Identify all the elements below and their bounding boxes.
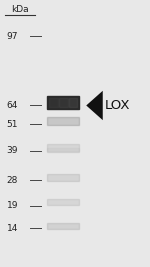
Bar bbox=[59, 98, 68, 108]
Text: LOX: LOX bbox=[105, 99, 130, 112]
Text: 97: 97 bbox=[6, 32, 18, 41]
Text: 39: 39 bbox=[6, 146, 18, 155]
Bar bbox=[47, 174, 79, 181]
Text: 19: 19 bbox=[6, 201, 18, 210]
Bar bbox=[47, 96, 79, 109]
Bar bbox=[47, 148, 79, 151]
Bar bbox=[47, 117, 79, 125]
Text: 64: 64 bbox=[7, 101, 18, 110]
Text: kDa: kDa bbox=[11, 5, 28, 14]
Text: 51: 51 bbox=[6, 120, 18, 129]
Bar bbox=[47, 223, 79, 229]
Bar bbox=[47, 144, 79, 152]
Bar bbox=[69, 98, 78, 108]
Bar bbox=[49, 98, 58, 108]
Bar bbox=[47, 199, 79, 205]
Text: 28: 28 bbox=[7, 176, 18, 185]
Polygon shape bbox=[86, 91, 103, 120]
Text: 14: 14 bbox=[7, 224, 18, 233]
